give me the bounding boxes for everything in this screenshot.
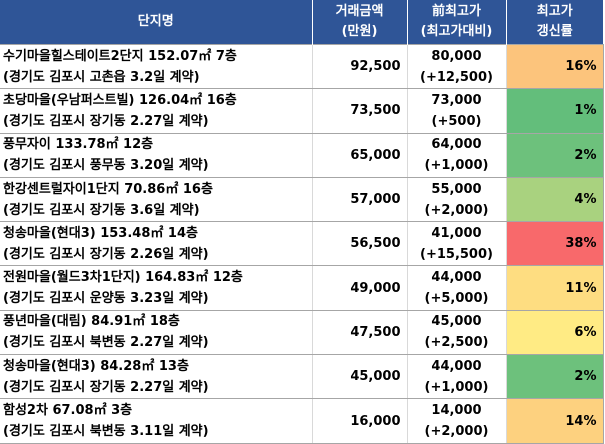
header-renewal-rate-line1: 최고가: [536, 4, 573, 19]
table-row: 전원마을(월드3차1단지) 164.83㎡ 12층 (경기도 김포시 운양동 3.…: [0, 265, 604, 311]
complex-location: (경기도 김포시 북변동 3.11일 계약): [3, 424, 209, 440]
header-trade-price-line1: 거래금액: [335, 4, 384, 19]
renewal-rate-cell: 1%: [505, 88, 604, 134]
complex-cell: 청송마을(현대3) 84.28㎡ 13층 (경기도 김포시 장기동 2.27일 계…: [0, 354, 312, 400]
previous-high-diff: (+2,000): [424, 424, 489, 440]
previous-high-diff: (+15,500): [420, 246, 493, 262]
complex-location: (경기도 김포시 장기동 3.6일 계약): [3, 202, 200, 218]
trade-price-cell: 16,000: [311, 398, 407, 444]
previous-high-value: 80,000: [431, 48, 482, 64]
renewal-rate-cell: 4%: [505, 176, 604, 223]
complex-location: (경기도 김포시 풍무동 3.20일 계약): [3, 158, 209, 174]
complex-name: 전원마을(월드3차1단지) 164.83㎡ 12층: [3, 270, 243, 286]
complex-location: (경기도 김포시 고촌읍 3.2일 계약): [3, 69, 200, 85]
previous-high-cell: 44,000 (+5,000): [406, 265, 506, 311]
renewal-rate-cell: 14%: [505, 398, 604, 444]
complex-name: 청송마을(현대3) 153.48㎡ 14층: [3, 225, 198, 241]
table-row: 한강센트럴자이1단지 70.86㎡ 16층 (경기도 김포시 장기동 3.6일 계…: [0, 176, 604, 223]
renewal-rate-cell: 38%: [505, 221, 604, 267]
previous-high-value: 73,000: [431, 92, 482, 108]
complex-cell: 청송마을(현대3) 153.48㎡ 14층 (경기도 김포시 장기동 2.26일 …: [0, 221, 312, 267]
complex-location: (경기도 김포시 북변동 2.27일 계약): [3, 335, 209, 351]
renewal-rate-cell: 6%: [505, 309, 604, 356]
complex-name: 함성2차 67.08㎡ 3층: [3, 403, 133, 419]
renewal-rate-cell: 2%: [505, 354, 604, 400]
previous-high-diff: (+5,000): [424, 291, 489, 307]
header-renewal-rate-line2: 갱신률: [536, 24, 573, 39]
previous-high-value: 64,000: [431, 137, 482, 153]
trade-price-cell: 56,500: [311, 221, 407, 267]
complex-cell: 한강센트럴자이1단지 70.86㎡ 16층 (경기도 김포시 장기동 3.6일 계…: [0, 176, 312, 223]
header-previous-high-line1: 前최고가: [432, 4, 481, 19]
trade-price-cell: 65,000: [311, 132, 407, 178]
trade-price-cell: 49,000: [311, 265, 407, 311]
table-row: 초당마을(우남퍼스트빌) 126.04㎡ 16층 (경기도 김포시 장기동 2.2…: [0, 88, 604, 134]
previous-high-value: 14,000: [431, 403, 482, 419]
complex-name: 청송마을(현대3) 84.28㎡ 13층: [3, 358, 189, 374]
previous-high-value: 41,000: [431, 225, 482, 241]
header-previous-high-line2: (최고가대비): [420, 24, 493, 39]
previous-high-value: 55,000: [431, 181, 482, 197]
renewal-rate-cell: 16%: [505, 43, 604, 90]
complex-location: (경기도 김포시 장기동 2.26일 계약): [3, 246, 209, 262]
header-complex-name: 단지명: [0, 0, 312, 45]
previous-high-cell: 44,000 (+1,000): [406, 354, 506, 400]
complex-name: 한강센트럴자이1단지 70.86㎡ 16층: [3, 181, 213, 197]
previous-high-cell: 73,000 (+500): [406, 88, 506, 134]
complex-name: 풍무자이 133.78㎡ 12층: [3, 137, 154, 153]
complex-name: 수기마을힐스테이트2단지 152.07㎡ 7층: [3, 48, 237, 64]
previous-high-value: 44,000: [431, 270, 482, 286]
trade-price-cell: 45,000: [311, 354, 407, 400]
table-row: 청송마을(현대3) 84.28㎡ 13층 (경기도 김포시 장기동 2.27일 계…: [0, 354, 604, 400]
complex-cell: 수기마을힐스테이트2단지 152.07㎡ 7층 (경기도 김포시 고촌읍 3.2일…: [0, 43, 312, 90]
table-row: 청송마을(현대3) 153.48㎡ 14층 (경기도 김포시 장기동 2.26일 …: [0, 221, 604, 267]
table-row: 수기마을힐스테이트2단지 152.07㎡ 7층 (경기도 김포시 고촌읍 3.2일…: [0, 43, 604, 90]
header-trade-price: 거래금액 (만원): [311, 0, 407, 45]
previous-high-cell: 64,000 (+1,000): [406, 132, 506, 178]
header-previous-high: 前최고가 (최고가대비): [406, 0, 506, 45]
trade-price-cell: 73,500: [311, 88, 407, 134]
renewal-rate-cell: 11%: [505, 265, 604, 311]
previous-high-cell: 41,000 (+15,500): [406, 221, 506, 267]
complex-location: (경기도 김포시 장기동 2.27일 계약): [3, 113, 209, 129]
previous-high-diff: (+1,000): [424, 158, 489, 174]
trade-price-cell: 47,500: [311, 309, 407, 356]
previous-high-value: 44,000: [431, 358, 482, 374]
complex-name: 초당마을(우남퍼스트빌) 126.04㎡ 16층: [3, 92, 237, 108]
complex-cell: 전원마을(월드3차1단지) 164.83㎡ 12층 (경기도 김포시 운양동 3.…: [0, 265, 312, 311]
previous-high-cell: 14,000 (+2,000): [406, 398, 506, 444]
previous-high-cell: 80,000 (+12,500): [406, 43, 506, 90]
table-row: 함성2차 67.08㎡ 3층 (경기도 김포시 북변동 3.11일 계약) 16,…: [0, 398, 604, 444]
complex-cell: 함성2차 67.08㎡ 3층 (경기도 김포시 북변동 3.11일 계약): [0, 398, 312, 444]
renewal-rate-cell: 2%: [505, 132, 604, 178]
previous-high-cell: 45,000 (+2,500): [406, 309, 506, 356]
trade-price-cell: 92,500: [311, 43, 407, 90]
previous-high-cell: 55,000 (+2,000): [406, 176, 506, 223]
previous-high-diff: (+12,500): [420, 69, 493, 85]
previous-high-diff: (+2,500): [424, 335, 489, 351]
table-row: 풍무자이 133.78㎡ 12층 (경기도 김포시 풍무동 3.20일 계약) 6…: [0, 132, 604, 178]
complex-location: (경기도 김포시 운양동 3.23일 계약): [3, 291, 209, 307]
complex-cell: 풍무자이 133.78㎡ 12층 (경기도 김포시 풍무동 3.20일 계약): [0, 132, 312, 178]
complex-location: (경기도 김포시 장기동 2.27일 계약): [3, 379, 209, 395]
previous-high-value: 45,000: [431, 314, 482, 330]
complex-cell: 초당마을(우남퍼스트빌) 126.04㎡ 16층 (경기도 김포시 장기동 2.2…: [0, 88, 312, 134]
previous-high-diff: (+1,000): [424, 379, 489, 395]
previous-high-diff: (+2,000): [424, 202, 489, 218]
header-trade-price-line2: (만원): [341, 24, 378, 39]
previous-high-diff: (+500): [431, 113, 482, 129]
complex-name: 풍년마을(대림) 84.91㎡ 18층: [3, 314, 180, 330]
trade-price-cell: 57,000: [311, 176, 407, 223]
table-row: 풍년마을(대림) 84.91㎡ 18층 (경기도 김포시 북변동 2.27일 계약…: [0, 309, 604, 356]
header-complex-name-label: 단지명: [137, 14, 174, 29]
complex-cell: 풍년마을(대림) 84.91㎡ 18층 (경기도 김포시 북변동 2.27일 계약…: [0, 309, 312, 356]
